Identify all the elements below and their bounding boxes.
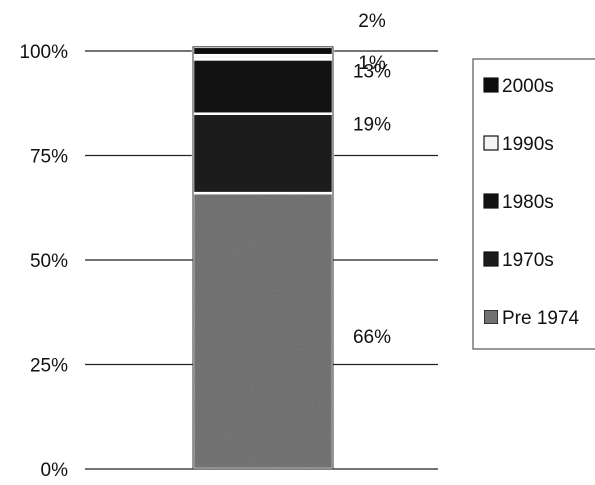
legend-label: 1990s [502, 134, 554, 155]
legend-swatch [483, 309, 499, 325]
y-tick-label: 100% [19, 42, 68, 63]
bar-segment-pre-1974 [191, 191, 335, 471]
bar-segment-1970s [191, 112, 335, 195]
y-tick-label: 50% [30, 251, 68, 272]
legend-swatch [483, 135, 499, 151]
legend-label: 1970s [502, 250, 554, 271]
data-label-1990s: 1% [358, 53, 386, 74]
legend: 2000s 1990s 1980s 1970s Pre 1974 [472, 58, 595, 350]
legend-swatch [483, 193, 499, 209]
y-tick-label: 75% [30, 147, 68, 168]
data-label-1980s: 13% [353, 61, 391, 82]
legend-label: 1980s [502, 192, 554, 213]
legend-swatch [483, 251, 499, 267]
data-label-2000s: 2% [358, 11, 386, 32]
legend-label: 2000s [502, 76, 554, 97]
y-tick-label: 25% [30, 356, 68, 377]
data-label-pre-1974: 66% [353, 327, 391, 348]
bar-outline [192, 46, 334, 470]
data-label-1970s: 19% [353, 115, 391, 136]
y-tick-label: 0% [41, 460, 69, 481]
bar-segment-1980s [191, 58, 335, 115]
bar-segment-2000s [191, 45, 335, 57]
legend-label: Pre 1974 [502, 308, 580, 329]
legend-swatch [483, 77, 499, 93]
